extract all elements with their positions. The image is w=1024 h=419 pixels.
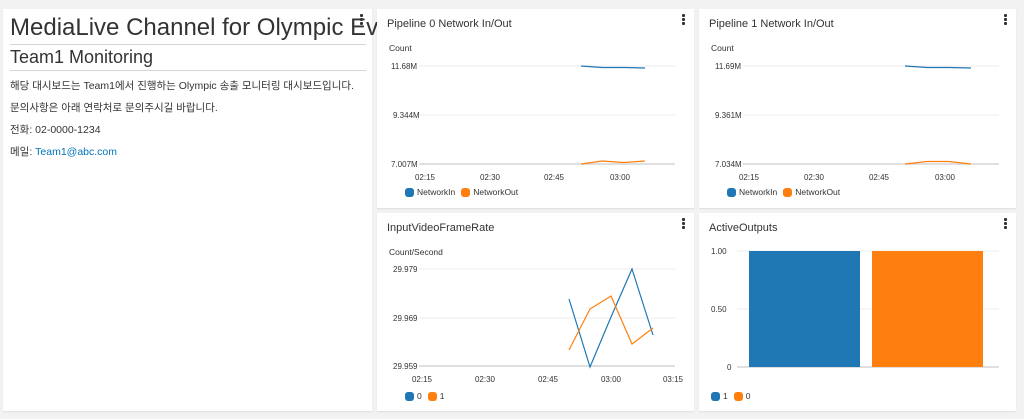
x-tick: 02:45: [538, 375, 559, 384]
legend-item-1[interactable]: 1: [427, 391, 445, 401]
text-widget: MediaLive Channel for Olympic Event Team…: [3, 9, 412, 411]
dashboard-title: MediaLive Channel for Olympic Event: [10, 13, 412, 45]
legend-item-0[interactable]: 0: [405, 391, 422, 401]
x-tick: 03:00: [610, 173, 631, 182]
widget-pipeline1-network: Pipeline 1 Network In/Out Count 11.69M 9…: [699, 9, 1016, 208]
x-tick: 03:00: [935, 173, 956, 182]
x-tick: 03:15: [663, 375, 684, 384]
legend-item-networkin[interactable]: NetworkIn: [727, 187, 777, 197]
legend-swatch-icon: [733, 391, 743, 401]
legend-swatch-icon: [427, 391, 437, 401]
y-tick: 11.68M: [391, 62, 417, 71]
legend-label: NetworkIn: [739, 187, 778, 197]
y-tick: 29.969: [393, 314, 418, 323]
series-1: [568, 295, 654, 351]
y-axis-unit: Count: [711, 43, 734, 53]
x-tick: 03:00: [601, 375, 622, 384]
y-tick: 0: [727, 363, 732, 372]
x-tick: 02:45: [544, 173, 565, 182]
y-tick: 29.959: [393, 362, 418, 371]
chart-legend: NetworkIn NetworkOut: [727, 187, 840, 197]
legend-item-1[interactable]: 1: [711, 391, 728, 401]
phone-line: 전화: 02-0000-1234: [10, 123, 366, 137]
widget-title: Pipeline 1 Network In/Out: [709, 18, 834, 30]
chart-legend: NetworkIn NetworkOut: [405, 187, 518, 197]
bar-0: [872, 251, 983, 367]
series-networkout: [580, 160, 646, 165]
y-tick: 1.00: [711, 247, 727, 256]
description-text: 해당 대시보드는 Team1에서 진행하는 Olympic 송출 모니터링 대시…: [10, 80, 354, 92]
legend-label: NetworkOut: [795, 187, 841, 197]
widget-menu-icon[interactable]: [1004, 14, 1008, 26]
series-networkout: [904, 160, 972, 165]
line-chart: 29.979 29.969 29.959 02:15 02:30 02:45 0…: [393, 265, 684, 384]
contact-note: 문의사항은 아래 연락처로 문의주시길 바랍니다.: [10, 102, 218, 114]
widget-menu-icon[interactable]: [360, 14, 364, 26]
email-label: 메일:: [10, 146, 36, 158]
bar-1: [749, 251, 860, 367]
x-tick: 02:45: [869, 173, 890, 182]
legend-swatch-icon: [405, 391, 414, 401]
widget-title: ActiveOutputs: [709, 222, 778, 234]
series-networkin: [580, 65, 646, 69]
phone-label: 전화:: [10, 124, 36, 136]
y-tick: 7.034M: [715, 160, 742, 169]
email-link[interactable]: Team1@abc.com: [35, 146, 118, 158]
gridlines: [743, 65, 999, 165]
legend-swatch-icon: [783, 187, 793, 197]
gridlines: [419, 65, 675, 165]
legend-label: NetworkIn: [417, 187, 456, 197]
x-tick: 02:15: [415, 173, 436, 182]
y-tick: 9.344M: [393, 111, 420, 120]
widget-menu-icon[interactable]: [682, 218, 686, 230]
y-axis-unit: Count/Second: [389, 247, 443, 257]
phone-value: 02-0000-1234: [35, 124, 101, 136]
widget-menu-icon[interactable]: [682, 14, 686, 26]
chart-legend: 1 0: [711, 391, 750, 401]
bar-chart: 1.00 0.50 0: [711, 247, 999, 372]
legend-label: 1: [439, 391, 445, 401]
line-chart: 11.68M 9.344M 7.007M 02:15 02:30 02:45 0…: [391, 62, 675, 182]
widget-menu-icon[interactable]: [1004, 218, 1008, 230]
y-tick: 0.50: [711, 305, 727, 314]
legend-swatch-icon: [461, 187, 471, 197]
series-0: [568, 267, 654, 369]
legend-item-networkout[interactable]: NetworkOut: [461, 187, 518, 197]
widget-input-video-frame-rate: InputVideoFrameRate Count/Second 29.979 …: [377, 213, 694, 411]
legend-label: 1: [723, 391, 728, 401]
y-axis-unit: Count: [389, 43, 412, 53]
email-line: 메일: Team1@abc.com: [10, 145, 366, 159]
legend-item-0[interactable]: 0: [733, 391, 751, 401]
line-chart: 11.69M 9.361M 7.034M 02:15 02:30 02:45 0…: [715, 62, 999, 182]
widget-title: Pipeline 0 Network In/Out: [387, 18, 512, 30]
chart-legend: 0 1: [405, 391, 444, 401]
legend-label: 0: [745, 391, 751, 401]
series-networkin: [904, 65, 972, 69]
x-tick: 02:15: [412, 375, 433, 384]
x-tick: 02:30: [804, 173, 825, 182]
dashboard-subtitle: Team1 Monitoring: [10, 45, 366, 71]
y-tick: 7.007M: [391, 160, 418, 169]
y-tick: 29.979: [393, 265, 418, 274]
widget-active-outputs: ActiveOutputs 1.00 0.50 0 1 0: [699, 213, 1016, 411]
y-tick: 9.361M: [715, 111, 742, 120]
y-tick: 11.69M: [715, 62, 741, 71]
legend-swatch-icon: [405, 187, 414, 197]
legend-label: 0: [417, 391, 422, 401]
widget-pipeline0-network: Pipeline 0 Network In/Out Count 11.68M 9…: [377, 9, 694, 208]
legend-item-networkin[interactable]: NetworkIn: [405, 187, 455, 197]
legend-swatch-icon: [727, 187, 736, 197]
legend-swatch-icon: [711, 391, 720, 401]
x-tick: 02:30: [480, 173, 501, 182]
x-tick: 02:30: [475, 375, 496, 384]
widget-title: InputVideoFrameRate: [387, 222, 495, 234]
x-tick: 02:15: [739, 173, 760, 182]
legend-label: NetworkOut: [473, 187, 519, 197]
legend-item-networkout[interactable]: NetworkOut: [783, 187, 840, 197]
